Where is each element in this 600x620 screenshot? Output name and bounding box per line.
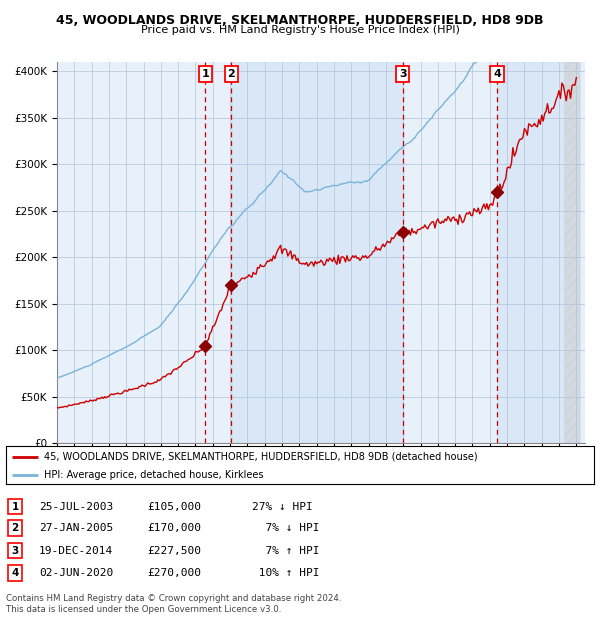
Text: 25-JUL-2003: 25-JUL-2003 [39, 502, 113, 512]
Text: This data is licensed under the Open Government Licence v3.0.: This data is licensed under the Open Gov… [6, 604, 281, 614]
Text: 27-JAN-2005: 27-JAN-2005 [39, 523, 113, 533]
45, WOODLANDS DRIVE, SKELMANTHORPE, HUDDERSFIELD, HD8 9DB (detached house) [55, 404, 62, 412]
Text: Price paid vs. HM Land Registry's House Price Index (HPI): Price paid vs. HM Land Registry's House … [140, 25, 460, 35]
Text: £270,000: £270,000 [147, 568, 201, 578]
45, WOODLANDS DRIVE, SKELMANTHORPE, HUDDERSFIELD, HD8 9DB (detached house) [368, 250, 375, 258]
45, WOODLANDS DRIVE, SKELMANTHORPE, HUDDERSFIELD, HD8 9DB (detached house) [151, 378, 158, 386]
Text: 3: 3 [11, 546, 19, 556]
Text: 2: 2 [227, 69, 235, 79]
HPI: Average price, detached house, Kirklees: (2.01e+03, 2.81e+05): Average price, detached house, Kirklees:… [349, 179, 356, 186]
HPI: Average price, detached house, Kirklees: (2e+03, 7.59e+04): Average price, detached house, Kirklees:… [68, 369, 75, 376]
Text: HPI: Average price, detached house, Kirklees: HPI: Average price, detached house, Kirk… [44, 471, 264, 480]
Text: 4: 4 [11, 568, 19, 578]
Text: 1: 1 [202, 69, 209, 79]
Text: 7% ↑ HPI: 7% ↑ HPI [252, 546, 320, 556]
45, WOODLANDS DRIVE, SKELMANTHORPE, HUDDERSFIELD, HD8 9DB (detached house) [53, 404, 61, 411]
Bar [564, 62, 580, 443]
Text: 3: 3 [399, 69, 406, 79]
45, WOODLANDS DRIVE, SKELMANTHORPE, HUDDERSFIELD, HD8 9DB (detached house) [379, 241, 386, 248]
HPI: Average price, detached house, Kirklees: (2e+03, 7e+04): Average price, detached house, Kirklees:… [53, 374, 61, 382]
Text: £105,000: £105,000 [147, 502, 201, 512]
HPI: Average price, detached house, Kirklees: (2e+03, 1.22e+05): Average price, detached house, Kirklees:… [150, 327, 157, 334]
HPI: Average price, detached house, Kirklees: (2.01e+03, 2.84e+05): Average price, detached house, Kirklees:… [367, 175, 374, 183]
45, WOODLANDS DRIVE, SKELMANTHORPE, HUDDERSFIELD, HD8 9DB (detached house) [350, 254, 358, 261]
Text: 7% ↓ HPI: 7% ↓ HPI [252, 523, 320, 533]
Text: 02-JUN-2020: 02-JUN-2020 [39, 568, 113, 578]
Text: 4: 4 [493, 69, 501, 79]
Text: 10% ↑ HPI: 10% ↑ HPI [252, 568, 320, 578]
Text: £227,500: £227,500 [147, 546, 201, 556]
Text: 1: 1 [11, 502, 19, 512]
Bar [497, 62, 580, 443]
Text: 45, WOODLANDS DRIVE, SKELMANTHORPE, HUDDERSFIELD, HD8 9DB: 45, WOODLANDS DRIVE, SKELMANTHORPE, HUDD… [56, 14, 544, 27]
Line: 45, WOODLANDS DRIVE, SKELMANTHORPE, HUDDERSFIELD, HD8 9DB (detached house): 45, WOODLANDS DRIVE, SKELMANTHORPE, HUDD… [57, 78, 577, 408]
Text: 27% ↓ HPI: 27% ↓ HPI [252, 502, 313, 512]
HPI: Average price, detached house, Kirklees: (2.01e+03, 2.97e+05): Average price, detached house, Kirklees:… [378, 164, 385, 171]
45, WOODLANDS DRIVE, SKELMANTHORPE, HUDDERSFIELD, HD8 9DB (detached house) [69, 401, 76, 409]
45, WOODLANDS DRIVE, SKELMANTHORPE, HUDDERSFIELD, HD8 9DB (detached house) [511, 153, 518, 160]
Text: Contains HM Land Registry data © Crown copyright and database right 2024.: Contains HM Land Registry data © Crown c… [6, 593, 341, 603]
Text: 45, WOODLANDS DRIVE, SKELMANTHORPE, HUDDERSFIELD, HD8 9DB (detached house): 45, WOODLANDS DRIVE, SKELMANTHORPE, HUDD… [44, 452, 478, 462]
45, WOODLANDS DRIVE, SKELMANTHORPE, HUDDERSFIELD, HD8 9DB (detached house) [573, 74, 580, 81]
Text: £170,000: £170,000 [147, 523, 201, 533]
Bar [232, 62, 403, 443]
Text: 19-DEC-2014: 19-DEC-2014 [39, 546, 113, 556]
Text: 2: 2 [11, 523, 19, 533]
Line: HPI: Average price, detached house, Kirklees: HPI: Average price, detached house, Kirk… [57, 0, 577, 378]
